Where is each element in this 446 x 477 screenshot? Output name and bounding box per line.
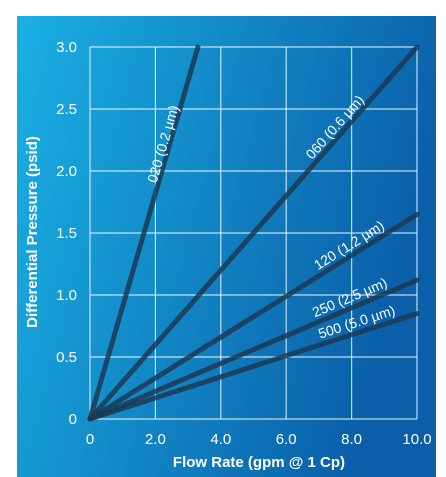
y-tick-label: 2.5 <box>56 101 77 118</box>
tick-labels: 0 2.0 4.0 6.0 8.0 10.0 0 0.5 1.0 1.5 2.0 2.5 3.0 <box>56 39 431 448</box>
y-tick-label: 1.5 <box>56 225 77 242</box>
y-tick-label: 0 <box>69 411 77 428</box>
series-line <box>87 277 420 422</box>
pressure-flow-chart: 0 2.0 4.0 6.0 8.0 10.000.51.01.52.02.53.0 020… <box>17 16 436 477</box>
y-tick-label: 1.0 <box>56 287 77 304</box>
grid <box>89 46 418 420</box>
x-tick-label: 8.0 <box>341 431 362 448</box>
series-line <box>87 211 420 422</box>
y-tick-label: 3.0 <box>56 39 77 56</box>
series-line <box>87 44 420 422</box>
series-lines <box>87 44 420 422</box>
chart-panel: 0 2.0 4.0 6.0 8.0 10.0 0 0.5 1.0 1.5 2.0 2.5 3.0 020… <box>17 16 436 477</box>
x-tick-label: 6.0 <box>276 431 297 448</box>
x-tick-label: 10.0 <box>402 431 431 448</box>
x-tick-label: 2.0 <box>145 431 166 448</box>
series-line <box>87 44 201 422</box>
x-axis-title: Flow Rate (gpm @ 1 Cp) <box>173 454 345 471</box>
x-tick-label: 0 <box>86 431 94 448</box>
series-line <box>87 311 420 422</box>
x-tick-label: 4.0 <box>210 431 231 448</box>
y-tick-label: 2.0 <box>56 163 77 180</box>
y-tick-label: 0.5 <box>56 349 77 366</box>
y-axis-title: Differential Pressure (psid) <box>24 136 41 328</box>
chart-background <box>17 16 436 477</box>
